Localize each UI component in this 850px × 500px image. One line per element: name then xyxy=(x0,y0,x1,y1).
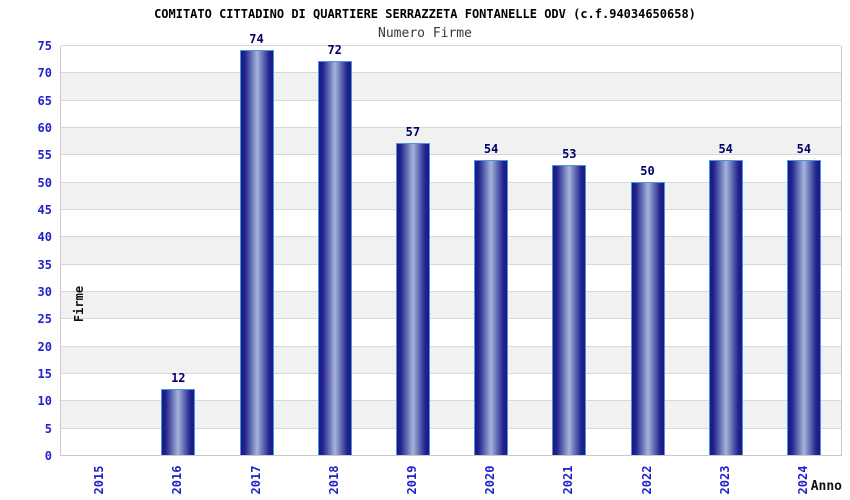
background-band xyxy=(61,127,841,155)
gridline xyxy=(61,345,841,347)
gridline xyxy=(61,45,841,46)
chart-title: COMITATO CITTADINO DI QUARTIERE SERRAZZE… xyxy=(154,7,696,21)
bar-value-label: 50 xyxy=(640,163,655,178)
bar-value-label: 72 xyxy=(327,43,342,58)
x-tick-label-2017: 2017 xyxy=(248,465,263,495)
gridline xyxy=(61,99,841,101)
bar-2016 xyxy=(161,389,196,455)
bar-value-label: 54 xyxy=(796,141,812,156)
y-tick-label: 45 xyxy=(37,203,52,217)
y-tick-label: 30 xyxy=(37,285,52,299)
gridline xyxy=(61,318,841,320)
y-tick-label: 35 xyxy=(37,257,52,272)
bar-value-label: 12 xyxy=(171,371,186,386)
x-axis-title: Anno xyxy=(810,479,842,494)
x-tick-label-2015: 2015 xyxy=(92,465,107,495)
gridline xyxy=(61,400,841,402)
bar-value-label: 54 xyxy=(483,141,499,156)
bar-value-label: 53 xyxy=(562,147,577,162)
y-tick-label: 50 xyxy=(37,175,52,190)
y-tick-label: 10 xyxy=(37,394,52,409)
bar-2017 xyxy=(239,50,274,455)
bar-2019 xyxy=(395,143,430,455)
gridline xyxy=(61,209,841,210)
gridline xyxy=(61,291,841,292)
bar-2022 xyxy=(630,181,665,455)
gridline xyxy=(61,263,841,265)
bar-2023 xyxy=(708,159,743,455)
y-tick-label: 40 xyxy=(37,230,52,245)
chart-subtitle: Numero Firme xyxy=(378,26,472,41)
y-tick-label: 65 xyxy=(37,93,52,108)
y-tick-label: 0 xyxy=(44,449,52,463)
background-band xyxy=(61,99,841,127)
gridline xyxy=(61,427,841,429)
gridline xyxy=(61,72,841,74)
gridline xyxy=(61,127,841,128)
x-tick-label-2016: 2016 xyxy=(170,465,185,495)
x-tick-label-2022: 2022 xyxy=(639,465,654,495)
bar-value-label: 74 xyxy=(249,32,264,47)
gridline xyxy=(61,154,841,156)
gridline xyxy=(61,181,841,183)
background-band xyxy=(61,45,841,73)
y-tick-label: 20 xyxy=(37,339,52,354)
gridline xyxy=(61,373,841,374)
bar-2018 xyxy=(317,61,352,455)
bar-value-label: 57 xyxy=(405,125,421,140)
y-tick-label: 75 xyxy=(37,39,52,53)
y-tick-label: 70 xyxy=(37,66,52,81)
y-axis-title: Firme xyxy=(72,285,86,323)
bar-value-label: 54 xyxy=(718,141,733,156)
y-tick-label: 60 xyxy=(37,121,52,135)
x-tick-label-2023: 2023 xyxy=(717,465,732,495)
x-tick-label-2019: 2019 xyxy=(404,465,419,495)
gridline xyxy=(61,236,841,238)
y-tick-label: 55 xyxy=(37,148,52,163)
bar-2024 xyxy=(786,159,821,455)
plot-area: 12 74 72 57 54 53 50 54 54 Firme xyxy=(60,33,842,456)
bar-2021 xyxy=(552,165,587,455)
x-tick-label-2024: 2024 xyxy=(795,465,810,495)
y-tick-label: 15 xyxy=(37,367,52,381)
x-tick-label-2020: 2020 xyxy=(483,465,498,495)
y-tick-label: 25 xyxy=(37,312,52,327)
x-tick-label-2018: 2018 xyxy=(326,465,341,495)
bar-2020 xyxy=(474,159,509,455)
background-band xyxy=(61,72,841,100)
x-tick-label-2021: 2021 xyxy=(561,465,576,495)
y-tick-label: 5 xyxy=(44,421,52,436)
